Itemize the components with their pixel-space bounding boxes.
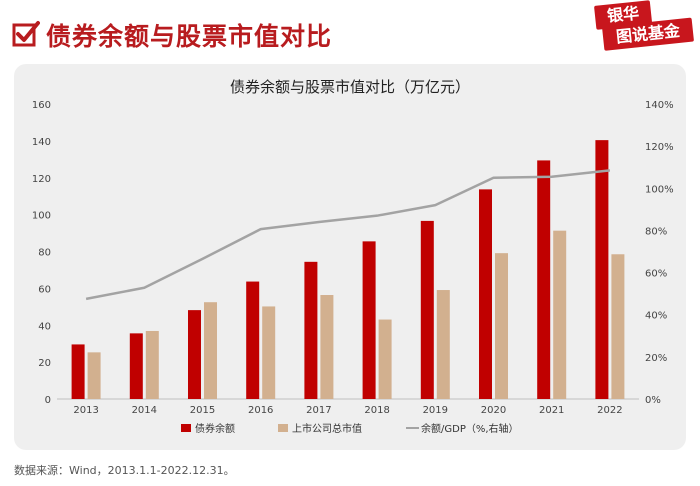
chart: 债券余额与股票市值对比（万亿元） 0 20 40 60 80 100 120 140 160 0% 2…	[32, 78, 674, 435]
bar-stock-2017	[320, 295, 334, 399]
y-tick-label: 20	[38, 358, 51, 369]
page-title: 债券余额与股票市值对比	[46, 22, 333, 51]
y-tick-label: 60	[38, 284, 51, 295]
y-tick-label: 100	[32, 211, 51, 222]
bar-stock-2015	[204, 302, 217, 399]
data-source-note: 数据来源：Wind，2013.1.1-2022.12.31。	[14, 464, 235, 477]
legend-label-bond: 债券余额	[195, 422, 235, 435]
x-tick-label: 2016	[248, 405, 273, 416]
x-tick-label: 2022	[597, 405, 622, 416]
bar-stock-2013	[87, 352, 101, 399]
x-tick-label: 2021	[539, 405, 564, 416]
legend-swatch-bond	[181, 424, 191, 432]
y-tick-label: 140	[32, 137, 51, 148]
bar-bond-2014	[129, 333, 143, 399]
y2-tick-label: 120%	[645, 142, 674, 153]
bar-bond-2021	[537, 160, 551, 399]
bar-stock-2018	[378, 319, 392, 399]
y2-tick-label: 100%	[645, 184, 674, 195]
y-tick-label: 40	[38, 321, 51, 332]
y2-tick-label: 40%	[645, 311, 667, 322]
bar-bond-2020	[479, 189, 492, 399]
x-tick-label: 2017	[306, 405, 331, 416]
x-tick-label: 2015	[190, 405, 215, 416]
bar-stock-2016	[262, 306, 276, 399]
bar-bond-2019	[420, 220, 434, 399]
bar-bond-2013	[71, 344, 85, 399]
bar-bond-2015	[188, 310, 201, 399]
brand-logo: 银华 图说基金	[594, 0, 695, 56]
y2-tick-label: 0%	[645, 395, 661, 406]
legend-swatch-stock	[278, 424, 288, 432]
legend-label-ratio: 余额/GDP（%,右轴）	[421, 422, 519, 435]
bar-stock-2019	[436, 290, 450, 399]
chart-title: 债券余额与股票市值对比（万亿元）	[230, 78, 470, 96]
x-tick-label: 2014	[132, 405, 157, 416]
line-debt-gdp-ratio	[85, 169, 611, 301]
bar-bond-2018	[362, 241, 376, 399]
x-tick-label: 2018	[364, 405, 389, 416]
checkbox-checked-icon	[12, 21, 40, 47]
y-tick-label: 120	[32, 174, 51, 185]
bar-stock-2021	[553, 230, 567, 399]
x-tick-label: 2020	[481, 405, 506, 416]
bar-bond-2016	[246, 281, 260, 399]
x-tick-label: 2013	[73, 405, 98, 416]
y2-tick-label: 140%	[645, 100, 674, 111]
chart-panel: 债券余额与股票市值对比（万亿元） 0 20 40 60 80 100 120 140 160 0% 2…	[14, 64, 686, 450]
y-tick-label: 80	[38, 248, 51, 259]
x-tick-label: 2019	[423, 405, 448, 416]
y2-tick-label: 20%	[645, 353, 667, 364]
header: 债券余额与股票市值对比 银华 图说基金	[0, 0, 700, 60]
y2-tick-label: 80%	[645, 226, 667, 237]
bar-bond-2022	[595, 140, 609, 399]
y-tick-label: 160	[32, 100, 51, 111]
legend-label-stock: 上市公司总市值	[292, 422, 362, 435]
y2-tick-label: 60%	[645, 269, 667, 280]
bar-bond-2017	[304, 261, 318, 399]
bar-stock-2022	[611, 254, 625, 399]
bar-stock-2020	[495, 253, 508, 399]
y-tick-label: 0	[45, 395, 51, 406]
bar-stock-2014	[145, 330, 159, 399]
